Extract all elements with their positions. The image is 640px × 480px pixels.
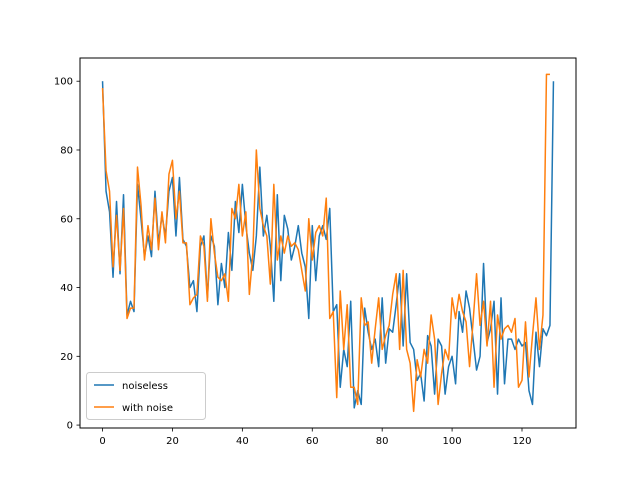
legend-label-noiseless: noiseless <box>122 381 168 392</box>
y-tick-label: 40 <box>60 283 73 294</box>
x-tick-label: 0 <box>99 436 105 447</box>
series-line-with-noise <box>101 73 550 413</box>
series-layer <box>101 73 555 413</box>
x-tick-label: 20 <box>166 436 179 447</box>
x-tick-label: 80 <box>376 436 389 447</box>
x-tick-label: 100 <box>443 436 462 447</box>
x-tick-label: 120 <box>512 436 531 447</box>
y-tick-label: 0 <box>67 421 73 432</box>
y-tick-label: 20 <box>60 352 73 363</box>
y-tick-label: 100 <box>54 77 73 88</box>
x-tick-label: 60 <box>306 436 319 447</box>
legend-label-with-noise: with noise <box>122 403 173 414</box>
y-tick-label: 80 <box>60 145 73 156</box>
y-tick-label: 60 <box>60 214 73 225</box>
x-tick-label: 40 <box>236 436 249 447</box>
legend-box <box>86 372 206 420</box>
ticks-layer: 0 20 40 60 80 100 120 0 20 40 60 80 100 <box>54 77 532 447</box>
legend: noiseless with noise <box>86 372 206 420</box>
plot-frame <box>79 57 577 429</box>
